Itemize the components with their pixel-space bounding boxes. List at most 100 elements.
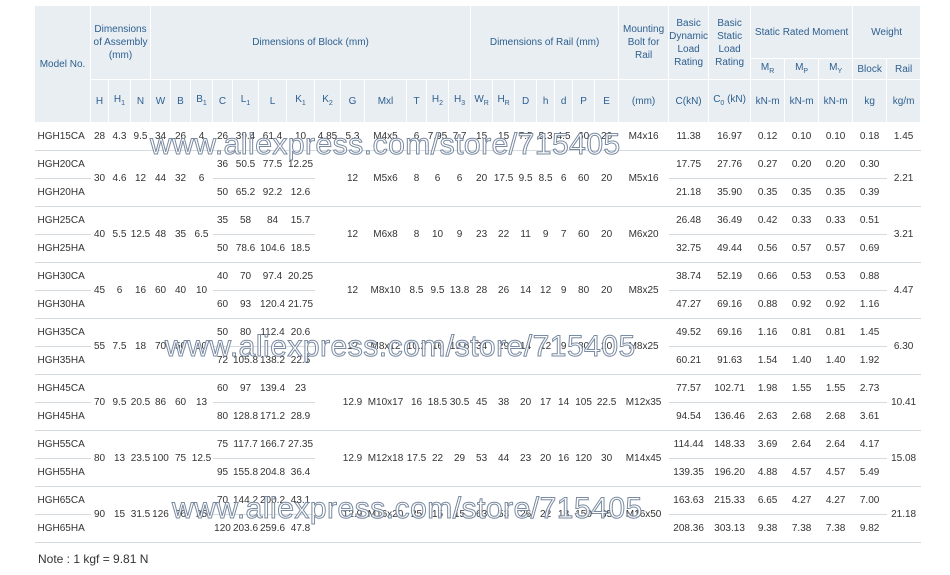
cell: 19.6 <box>448 318 471 375</box>
header-cell: kN-m <box>784 79 820 123</box>
cell: 40 <box>90 206 109 263</box>
cell: M6x20 <box>618 206 669 263</box>
cell: 13 <box>108 430 131 487</box>
cell: 47.27 <box>668 290 709 319</box>
cell <box>314 206 341 263</box>
model-cell: HGH35CA <box>34 318 91 347</box>
cell: 1.54 <box>750 346 785 375</box>
cell: 0.10 <box>784 122 819 151</box>
cell: 17.5 <box>406 430 427 487</box>
label-sub: 0 <box>720 99 725 107</box>
header-cell: HR <box>492 79 516 123</box>
header-cell: Weight <box>852 5 922 59</box>
cell: 12.5 <box>190 430 213 487</box>
cell: 26 <box>170 122 191 151</box>
cell: 22 <box>492 206 515 263</box>
cell: 0.92 <box>784 290 819 319</box>
header-row: MR MP MY Block Rail <box>35 58 922 80</box>
model-cell: HGH25HA <box>34 234 91 263</box>
cell: 23 <box>514 430 537 487</box>
cell: 50 <box>170 318 191 375</box>
header-cell: T <box>406 79 427 123</box>
cell: 144.2 <box>232 486 259 515</box>
cell: 1.98 <box>750 374 785 403</box>
cell: 2.64 <box>784 430 819 459</box>
cell: 0.20 <box>784 150 819 179</box>
cell: 0.81 <box>784 318 819 347</box>
cell: 97 <box>232 374 259 403</box>
model-cell: HGH45CA <box>34 374 91 403</box>
cell: 49.52 <box>668 318 709 347</box>
cell: 55 <box>90 318 109 375</box>
cell: 60.21 <box>668 346 709 375</box>
watermark: www.aliexpress.com/store/715405 <box>165 330 636 364</box>
header-cell: h <box>536 79 556 123</box>
cell: 20 <box>594 122 619 151</box>
cell: 215.33 <box>708 486 751 515</box>
header-cell: K2 <box>314 79 341 123</box>
cell: 3.61 <box>852 402 887 431</box>
cell: 0.57 <box>784 234 819 263</box>
header-cell: C0 (kN) <box>708 79 752 123</box>
cell: 18.5 <box>286 234 315 263</box>
label-main: L <box>269 95 276 107</box>
cell: 0.35 <box>818 178 853 207</box>
header-cell: kg/m <box>886 79 922 123</box>
cell: 303.13 <box>708 514 751 543</box>
cell: 5.49 <box>852 458 887 487</box>
cell: 45 <box>90 262 109 319</box>
cell: 12.9 <box>340 374 365 431</box>
table-row: HGH55CA 80 13 23.5 100 75 12.5 75 117.7 166.7 27.3… <box>34 430 921 487</box>
header-cell: H <box>90 79 109 123</box>
cell: 12.9 <box>340 486 365 543</box>
cell: 102.71 <box>708 374 751 403</box>
label-main: B <box>196 93 203 105</box>
cell: 1.45 <box>852 318 887 347</box>
cell: 12 <box>340 150 365 207</box>
cell: 0.56 <box>750 234 785 263</box>
cell: 70 <box>212 486 233 515</box>
cell: 259.6 <box>258 514 287 543</box>
cell: 9.82 <box>852 514 887 543</box>
cell: 1.92 <box>852 346 887 375</box>
label-main: H <box>95 95 104 107</box>
cell: 9 <box>536 206 555 263</box>
cell <box>314 262 341 319</box>
cell: 80 <box>232 318 259 347</box>
cell: 136.46 <box>708 402 751 431</box>
cell: 7.38 <box>818 514 853 543</box>
cell: 34 <box>470 318 493 375</box>
cell: 28 <box>470 262 493 319</box>
cell: 4.17 <box>852 430 887 459</box>
label-main: C <box>713 93 721 105</box>
cell: 4.3 <box>108 122 131 151</box>
cell: 2.73 <box>852 374 887 403</box>
cell: 0.35 <box>784 178 819 207</box>
cell: 7.95 <box>426 122 449 151</box>
cell: 40 <box>212 262 233 291</box>
cell: 7.38 <box>784 514 819 543</box>
cell: 0.39 <box>852 178 887 207</box>
header-cell: Dimensions of Rail (mm) <box>470 5 620 80</box>
cell: 6 <box>448 150 471 207</box>
header-cell: MP <box>784 58 820 80</box>
header-cell: K1 <box>286 79 315 123</box>
header-cell: L <box>258 79 287 123</box>
cell: 126 <box>150 486 171 543</box>
cell: 10.2 <box>406 318 427 375</box>
cell: 10 <box>426 206 449 263</box>
table-row: HGH20HA 50 65.2 92.2 12.6 21.18 35.90 0.35 0.35 0… <box>34 178 921 207</box>
cell: 9 <box>554 318 573 375</box>
cell <box>314 150 341 207</box>
cell: 31.5 <box>130 486 151 543</box>
cell: 12.25 <box>286 150 315 179</box>
cell: M5x6 <box>364 150 407 207</box>
label-main: d <box>560 95 567 107</box>
cell: 21.18 <box>668 178 709 207</box>
label-main: T <box>413 95 420 107</box>
cell: M6x8 <box>364 206 407 263</box>
label-sub: Y <box>837 67 843 75</box>
cell: 9.5 <box>130 122 151 151</box>
cell: 30 <box>594 430 619 487</box>
cell: 203.6 <box>232 514 259 543</box>
